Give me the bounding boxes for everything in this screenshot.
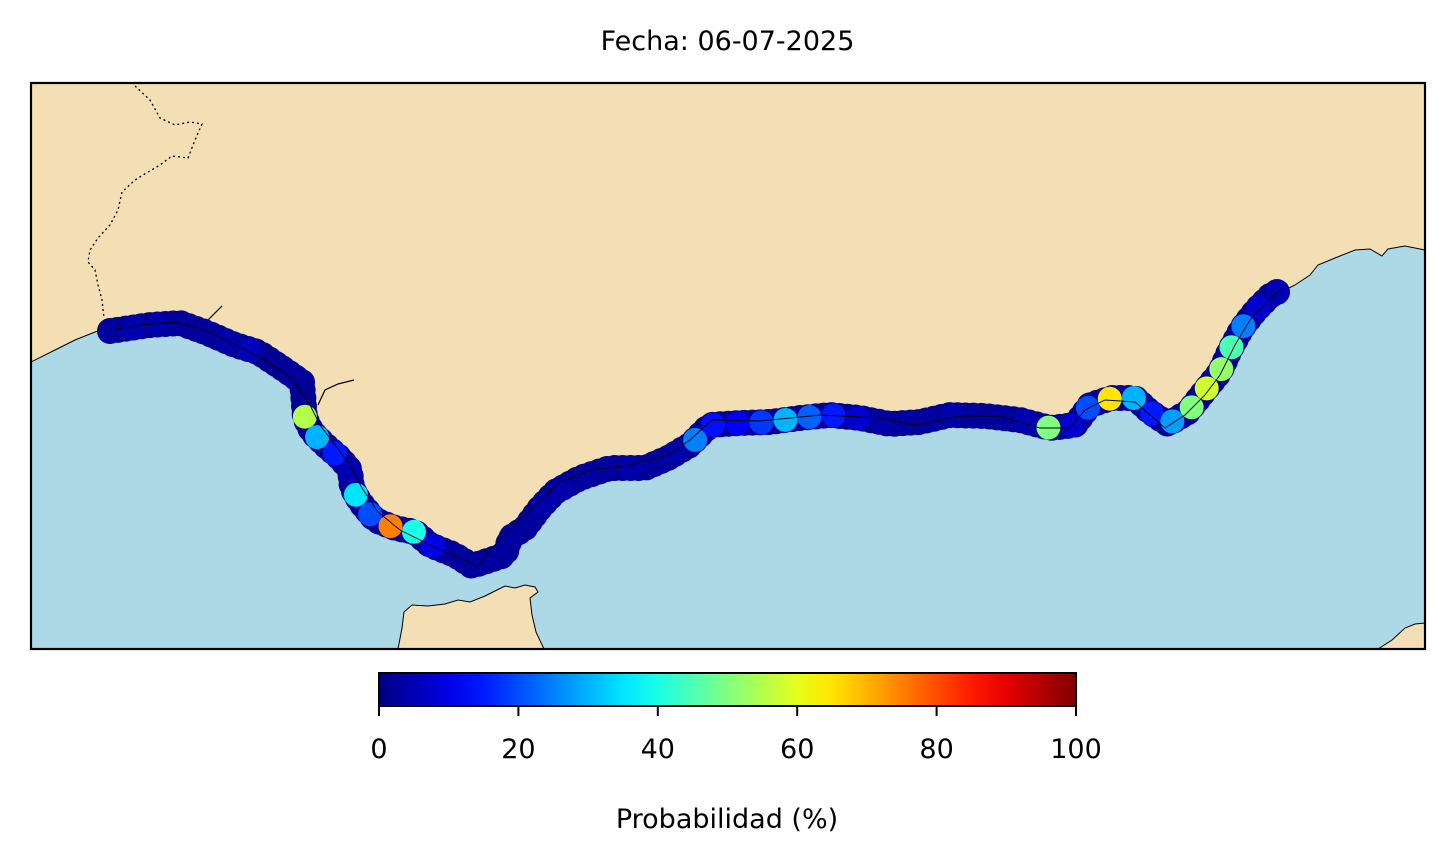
probability-point-p23 — [498, 525, 523, 550]
probability-point-p14 — [338, 459, 363, 484]
river-guadalete — [317, 379, 355, 406]
probability-point-p1 — [98, 319, 122, 343]
coastline-overlay — [109, 289, 1281, 567]
probability-point-p6 — [214, 329, 239, 354]
probability-point-p3 — [145, 312, 170, 337]
probability-point-p56 — [1209, 357, 1234, 382]
colorbar-label: Probabilidad (%) — [616, 804, 838, 835]
probability-point-p13 — [322, 441, 347, 466]
probability-point-p53 — [1160, 409, 1185, 434]
land-algeria — [1377, 622, 1425, 649]
map-title: Fecha: 06-07-2025 — [600, 26, 855, 57]
probability-points — [97, 279, 1290, 579]
probability-point-p32 — [683, 427, 708, 452]
probability-point-p39 — [845, 405, 870, 430]
colorbar: 0 20 40 60 80 100 Probabilidad (%) — [370, 672, 1102, 835]
colorbar-tick-label: 80 — [919, 734, 953, 765]
probability-point-p50 — [1097, 386, 1122, 411]
probability-point-p8 — [258, 348, 283, 373]
probability-point-p37 — [797, 405, 822, 430]
probability-point-p7 — [237, 337, 262, 362]
probability-point-p5 — [192, 319, 217, 344]
probability-point-p9 — [278, 362, 303, 387]
probability-point-p31 — [663, 441, 688, 466]
colorbar-tick-label: 20 — [501, 734, 535, 765]
probability-point-p12 — [305, 425, 330, 450]
probability-point-p45 — [989, 405, 1014, 430]
probability-point-p52 — [1140, 401, 1165, 426]
colorbar-tick-label: 0 — [370, 734, 387, 765]
colorbar-tick-label: 100 — [1050, 734, 1102, 765]
probability-point-p24 — [516, 510, 541, 535]
map-frame — [29, 81, 1427, 651]
probability-point-p27 — [571, 464, 596, 489]
probability-point-p26 — [549, 476, 574, 501]
colorbar-tick-label: 40 — [641, 734, 675, 765]
probability-point-p59 — [1246, 295, 1271, 320]
probability-point-p46 — [1013, 409, 1038, 434]
probability-point-p30 — [641, 452, 666, 477]
probability-point-p54 — [1179, 395, 1204, 420]
probability-point-p35 — [749, 410, 774, 435]
probability-point-p11 — [292, 404, 317, 429]
land-morocco — [397, 584, 545, 649]
probability-point-p22 — [487, 544, 512, 569]
probability-point-p16 — [358, 502, 383, 527]
probability-point-p18 — [401, 519, 426, 544]
probability-point-p55 — [1194, 376, 1219, 401]
probability-point-p20 — [443, 543, 468, 568]
probability-point-p15 — [343, 482, 368, 507]
probability-point-p42 — [917, 407, 942, 432]
probability-point-p43 — [940, 403, 965, 428]
probability-point-p21 — [464, 552, 489, 577]
probability-point-p10 — [290, 380, 315, 405]
border-portugal-spain — [87, 85, 203, 319]
probability-point-p17 — [378, 514, 403, 539]
probability-point-p29 — [618, 456, 643, 480]
probability-point-p40 — [869, 410, 894, 435]
probability-point-p33 — [701, 412, 726, 437]
colorbar-gradient — [378, 672, 1077, 707]
colorbar-tick-label: 60 — [780, 734, 814, 765]
probability-point-p28 — [594, 457, 619, 482]
probability-point-p34 — [725, 411, 750, 436]
probability-point-p2 — [121, 315, 146, 340]
probability-point-p57 — [1219, 335, 1244, 360]
probability-point-p51 — [1121, 386, 1146, 410]
probability-point-p25 — [531, 491, 556, 516]
probability-point-p36 — [773, 407, 798, 432]
